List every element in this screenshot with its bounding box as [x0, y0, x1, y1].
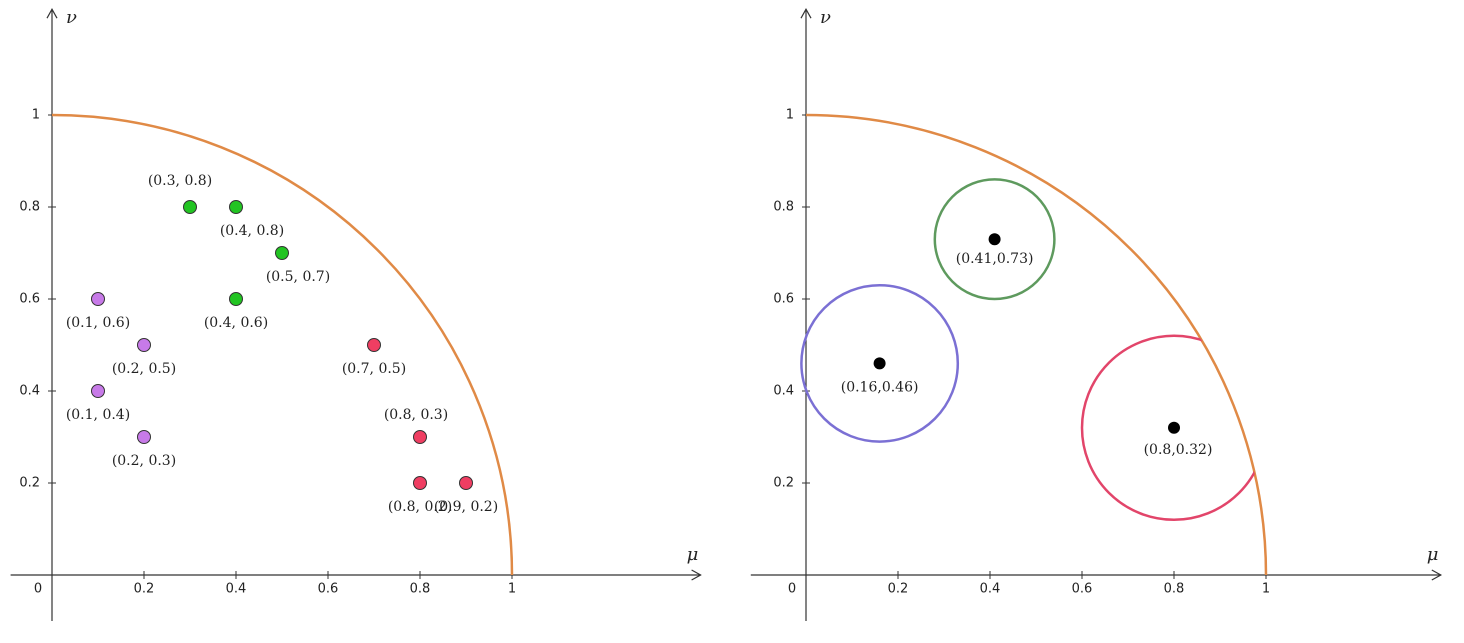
y-axis-arrow: [46, 7, 58, 19]
point-label: (0.4, 0.6): [204, 315, 268, 331]
point: [413, 476, 427, 490]
point-label: (0.1, 0.4): [66, 407, 130, 423]
point: [183, 200, 197, 214]
x-axis-arrow: [691, 569, 702, 581]
panel: μ ν 0 0.2 0.4 0.6 0.8 1 0.2 0.4 0.6 0.8 1 (0.3, 0.8) (…: [10, 7, 702, 621]
region-circle: [933, 178, 1056, 301]
x-tick-label: 0.2: [134, 582, 155, 597]
x-tick-label: 0: [788, 582, 796, 597]
point-label: (0.8, 0.3): [384, 407, 448, 423]
y-tick-label: 0.4: [773, 384, 794, 399]
point: [367, 338, 381, 352]
point: [459, 476, 473, 490]
boundary-arc: [51, 113, 514, 576]
y-tick-label: 0.8: [19, 200, 40, 215]
x-tick-label: 0.4: [226, 582, 247, 597]
y-axis-label: ν: [820, 7, 831, 28]
point: [91, 384, 105, 398]
point-label: (0.8,0.32): [1144, 442, 1213, 458]
region-circle: [1080, 334, 1266, 522]
point: [229, 200, 243, 214]
point-label: (0.2, 0.5): [112, 361, 176, 377]
point: [229, 292, 243, 306]
y-tick-label: 0.6: [773, 292, 794, 307]
x-tick-label: 0.4: [980, 582, 1001, 597]
y-tick-label: 0.2: [773, 476, 794, 491]
panel: μ ν 0 0.2 0.4 0.6 0.8 1 0.2 0.4 0.6 0.8 1 (0.41,0.73)…: [750, 7, 1443, 621]
y-tick-label: 0.4: [19, 384, 40, 399]
y-tick-label: 1: [786, 108, 794, 123]
x-tick-label: 0.6: [1072, 582, 1093, 597]
x-tick-label: 0.8: [1164, 582, 1185, 597]
y-tick-label: 0.8: [773, 200, 794, 215]
point: [275, 246, 289, 260]
point-label: (0.41,0.73): [956, 251, 1034, 267]
point: [873, 357, 886, 370]
point: [137, 430, 151, 444]
point: [91, 292, 105, 306]
x-tick-label: 0.2: [888, 582, 909, 597]
point-label: (0.1, 0.6): [66, 315, 130, 331]
y-axis-arrow: [800, 7, 812, 19]
region-circle: [800, 283, 960, 443]
y-tick-label: 0.6: [19, 292, 40, 307]
point-label: (0.2, 0.3): [112, 453, 176, 469]
point: [413, 430, 427, 444]
y-tick-label: 1: [32, 108, 40, 123]
point-label: (0.4, 0.8): [220, 223, 284, 239]
boundary-arc: [805, 113, 1268, 576]
point-label: (0.7, 0.5): [342, 361, 406, 377]
y-axis-label: ν: [66, 7, 77, 28]
y-tick-label: 0.2: [19, 476, 40, 491]
point: [988, 233, 1001, 246]
point-label: (0.8, 0.2): [388, 499, 452, 515]
x-axis-label: μ: [687, 544, 699, 565]
x-axis-label: μ: [1427, 544, 1439, 565]
point-label: (0.9, 0.2): [434, 499, 498, 515]
x-tick-label: 0: [34, 582, 42, 597]
x-tick-label: 1: [508, 582, 516, 597]
x-axis-arrow: [1431, 569, 1443, 581]
point-label: (0.5, 0.7): [266, 269, 330, 285]
x-tick-label: 0.8: [410, 582, 431, 597]
point-label: (0.3, 0.8): [148, 173, 212, 189]
point-label: (0.16,0.46): [841, 379, 919, 395]
x-tick-label: 0.6: [318, 582, 339, 597]
point: [137, 338, 151, 352]
point: [1168, 421, 1180, 434]
x-tick-label: 1: [1262, 582, 1270, 597]
